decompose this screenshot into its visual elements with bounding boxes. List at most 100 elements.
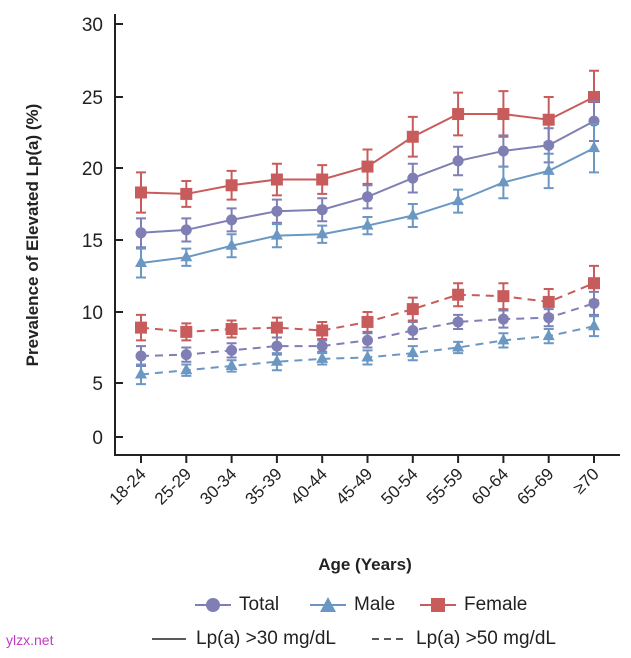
x-tick-label: 60-64: [468, 464, 512, 508]
x-tick-label: 18-24: [106, 464, 150, 508]
dashed-line-icon: [372, 638, 406, 640]
legend-male: Male: [310, 594, 395, 616]
data-point: [588, 319, 600, 331]
data-point: [497, 313, 509, 325]
data-point: [406, 130, 419, 143]
data-point: [180, 325, 193, 338]
data-point: [452, 108, 465, 121]
data-point: [542, 295, 555, 308]
square-marker-icon: [420, 598, 456, 612]
data-point: [225, 179, 238, 192]
data-point: [225, 238, 238, 250]
y-tick-label: 0: [92, 428, 103, 449]
y-tick-label: 20: [82, 159, 103, 180]
data-point: [226, 214, 238, 226]
data-point: [225, 323, 238, 336]
data-point: [497, 333, 510, 345]
legend-solid: Lp(a) >30 mg/dL: [152, 628, 336, 650]
legend-dashed: Lp(a) >50 mg/dL: [372, 628, 556, 650]
data-point: [180, 349, 192, 361]
legend-female: Female: [420, 594, 527, 616]
legend-dashed-label: Lp(a) >50 mg/dL: [416, 628, 556, 649]
data-point: [270, 228, 283, 240]
y-tick-label: 5: [92, 374, 103, 395]
x-tick-label: 45-49: [332, 464, 376, 508]
y-tick-label: 30: [82, 15, 103, 36]
data-point: [135, 256, 147, 268]
data-point: [361, 315, 374, 328]
data-point: [497, 145, 509, 157]
data-point: [135, 367, 147, 379]
data-point: [362, 191, 373, 203]
legend-total-label: Total: [239, 594, 280, 615]
data-point: [542, 329, 555, 341]
data-point: [316, 324, 329, 337]
data-point: [135, 350, 147, 362]
data-point: [361, 350, 374, 362]
data-point: [452, 340, 465, 352]
data-point: [497, 290, 510, 303]
x-tick-label: 25-29: [151, 464, 195, 508]
data-point: [407, 324, 419, 336]
y-axis-label: Prevalence of Elevated Lp(a) (%): [23, 104, 42, 367]
data-point: [180, 250, 193, 262]
data-point: [135, 321, 147, 334]
data-point: [361, 218, 374, 230]
data-point: [452, 194, 465, 206]
data-point: [180, 187, 193, 200]
data-point: [316, 351, 329, 363]
x-tick-label: 55-59: [423, 464, 467, 508]
data-point: [543, 312, 555, 324]
x-tick-label: ≥70: [569, 464, 602, 497]
series-male-30: [135, 122, 600, 279]
data-point: [271, 205, 283, 217]
data-point: [542, 163, 555, 175]
watermark: ylzx.net: [6, 632, 54, 648]
data-point: [542, 113, 555, 126]
y-tick-label: 25: [82, 88, 103, 109]
x-tick-label: 30-34: [196, 464, 240, 508]
data-point: [452, 155, 464, 167]
x-tick-label: 35-39: [242, 464, 286, 508]
data-point: [588, 141, 600, 153]
data-point: [316, 204, 328, 216]
data-point: [180, 224, 192, 236]
data-point: [407, 172, 419, 184]
series-total-50: [135, 290, 600, 367]
data-point: [316, 340, 328, 352]
solid-line-icon: [152, 638, 186, 640]
data-point: [316, 227, 329, 239]
data-point: [406, 208, 419, 220]
data-point: [270, 321, 283, 334]
legend-solid-label: Lp(a) >30 mg/dL: [196, 628, 336, 649]
data-point: [497, 108, 510, 121]
data-point: [270, 354, 283, 366]
data-point: [361, 160, 374, 173]
data-point: [135, 227, 147, 239]
data-point: [452, 316, 464, 328]
legend-total: Total: [195, 594, 279, 616]
y-tick-label: 15: [82, 231, 103, 252]
data-point: [362, 334, 373, 346]
data-point: [588, 297, 600, 309]
data-point: [588, 91, 600, 103]
series-female-50: [135, 264, 600, 342]
y-tick-label: 10: [82, 303, 103, 324]
data-point: [452, 288, 465, 301]
triangle-marker-icon: [310, 597, 346, 612]
data-point: [543, 139, 555, 151]
legend-male-label: Male: [354, 594, 396, 615]
data-point: [225, 358, 238, 370]
circle-marker-icon: [195, 598, 231, 612]
x-axis-label: Age (Years): [318, 555, 412, 574]
data-point: [180, 363, 193, 375]
data-point: [497, 175, 510, 187]
data-point: [270, 173, 283, 186]
data-point: [406, 346, 419, 358]
x-tick-label: 65-69: [513, 464, 557, 508]
x-tick-label: 50-54: [377, 464, 421, 508]
data-point: [271, 340, 283, 352]
data-point: [588, 277, 600, 290]
